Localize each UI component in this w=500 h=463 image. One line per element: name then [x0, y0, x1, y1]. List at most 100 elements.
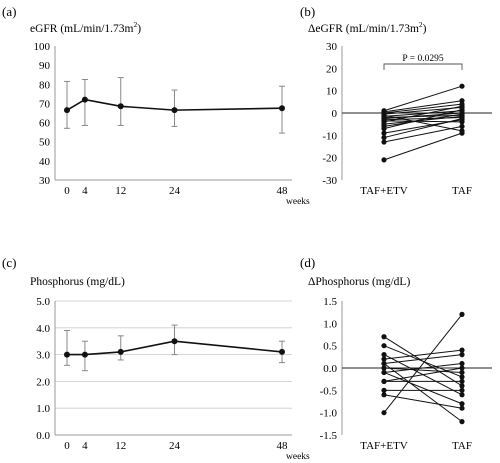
data-point — [381, 392, 387, 398]
panel-a: (a) eGFR (mL/min/1.73m2) 30 40 50 60 70 80 90 1… — [2, 4, 310, 207]
paired-line — [383, 354, 463, 365]
y-tick-label: 40 — [39, 156, 51, 168]
data-point — [381, 157, 387, 163]
data-point — [459, 392, 465, 398]
paired-line — [383, 113, 463, 127]
paired-line — [383, 363, 463, 373]
data-point — [64, 351, 70, 358]
data-point — [381, 126, 387, 132]
y-tick-label: 100 — [34, 41, 51, 53]
panel-b-plot: 30 20 10 0 -10 -20 -30 TAF+ETV TAF P = 0.0295 — [322, 41, 492, 197]
data-point — [171, 338, 178, 345]
paired-line — [383, 118, 463, 139]
x-tick-label: 4 — [82, 185, 88, 197]
panel-c-letter: (c) — [2, 255, 16, 270]
data-point — [459, 83, 465, 89]
p-value-label: P = 0.0295 — [402, 54, 443, 64]
panel-d-plot: 1.5 1.0 0.5 0.0 -0.5 -1.0 -1.5 TAF+ETV TAF — [320, 296, 492, 452]
paired-line — [383, 114, 463, 118]
y-tick-label: -20 — [322, 153, 337, 165]
paired-line — [383, 363, 463, 423]
data-point — [459, 419, 465, 425]
y-tick-label: 10 — [326, 86, 338, 98]
x-tick-label: 48 — [277, 185, 289, 197]
paired-line — [383, 109, 463, 130]
significance-bracket — [383, 63, 463, 70]
data-point — [459, 123, 465, 129]
data-point — [459, 365, 465, 371]
paired-line — [383, 132, 463, 161]
data-point — [459, 405, 465, 411]
data-point — [459, 387, 465, 393]
data-point — [381, 139, 387, 145]
y-tick-label: 1.0 — [323, 318, 337, 330]
data-point — [64, 107, 70, 114]
y-tick-label: 5.0 — [36, 296, 50, 308]
x-axis-label: weeks — [286, 197, 310, 207]
paired-line — [383, 100, 463, 113]
y-tick-label: 0.0 — [323, 363, 337, 375]
x-tick-label: 4 — [82, 440, 88, 452]
y-tick-label: 80 — [39, 79, 51, 91]
panel-b-title: ΔeGFR (mL/min/1.73m2) — [308, 20, 427, 35]
data-point — [381, 134, 387, 141]
x-tick-label: 12 — [115, 185, 126, 197]
y-tick-label: -10 — [322, 130, 337, 142]
data-point — [459, 378, 465, 384]
y-tick-label: 60 — [39, 118, 51, 130]
y-tick-label: 2.0 — [36, 376, 50, 388]
y-tick-label: -0.5 — [320, 385, 338, 397]
data-point — [81, 351, 88, 358]
y-tick-label: 0 — [332, 108, 338, 120]
data-point — [381, 343, 387, 349]
data-point — [381, 387, 387, 393]
x-tick-label: 0 — [64, 440, 70, 452]
data-point — [381, 130, 387, 136]
x-tick-label: 24 — [169, 440, 181, 452]
x-axis-label: weeks — [286, 452, 310, 462]
data-point — [459, 111, 465, 117]
panel-c: (c) Phosphorus (mg/dL) 0.0 1.0 2.0 3.0 4.0 5.… — [2, 255, 310, 462]
y-tick-label: 3.0 — [36, 350, 50, 362]
y-tick-label: 0.0 — [36, 430, 50, 442]
data-point — [459, 401, 465, 407]
data-point — [459, 107, 465, 113]
x-category-label: TAF — [452, 440, 472, 452]
data-point — [381, 356, 387, 362]
paired-line — [383, 367, 463, 382]
x-tick-label: 0 — [64, 185, 70, 197]
data-point — [381, 352, 387, 358]
paired-line — [383, 85, 463, 112]
y-tick-label: -30 — [322, 175, 337, 187]
y-tick-label: 50 — [39, 137, 51, 149]
y-tick-label: 90 — [39, 60, 51, 72]
data-point — [381, 360, 387, 367]
y-tick-label: 1.0 — [36, 403, 50, 415]
y-tick-label: 0.5 — [323, 341, 337, 353]
x-category-label: TAF+ETV — [360, 185, 408, 197]
data-point — [117, 103, 124, 110]
x-category-label: TAF+ETV — [360, 440, 408, 452]
paired-line — [383, 103, 463, 114]
data-point — [459, 311, 465, 317]
data-point — [117, 348, 124, 355]
panel-d-title: ΔPhosphorus (mg/dL) — [308, 276, 410, 288]
panel-d: (d) ΔPhosphorus (mg/dL) 1.5 1.0 0.5 0.0 -0.5… — [300, 255, 492, 452]
data-point — [279, 348, 285, 355]
data-point — [459, 369, 465, 376]
x-tick-label: 24 — [169, 185, 181, 197]
data-point — [381, 365, 387, 371]
paired-line — [383, 112, 463, 120]
paired-line — [383, 349, 463, 360]
y-tick-label: 20 — [326, 63, 338, 75]
data-point — [459, 360, 465, 367]
panel-b: (b) ΔeGFR (mL/min/1.73m2) 30 20 10 0 -10 -20 -… — [300, 4, 492, 197]
x-category-label: TAF — [452, 185, 472, 197]
paired-line — [383, 105, 463, 123]
paired-line — [383, 125, 463, 143]
data-point — [459, 115, 465, 122]
x-tick-label: 48 — [277, 440, 289, 452]
